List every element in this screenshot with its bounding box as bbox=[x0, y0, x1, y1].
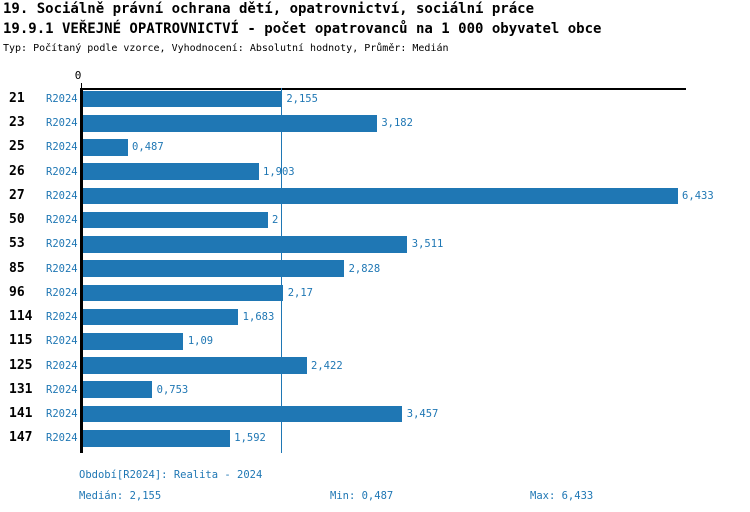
row-category-label: 125 bbox=[9, 357, 33, 373]
bar bbox=[82, 308, 239, 326]
bar bbox=[82, 357, 307, 374]
bar bbox=[82, 405, 403, 423]
row-category-label: 27 bbox=[9, 187, 25, 203]
min-stat: Min: 0,487 bbox=[330, 490, 394, 502]
bar-value-label: 1,903 bbox=[263, 165, 295, 178]
row-series-label: R2024 bbox=[46, 189, 78, 202]
bar bbox=[82, 211, 268, 229]
row-series-label: R2024 bbox=[46, 311, 78, 324]
period-label: Období[R2024]: Realita - 2024 bbox=[79, 469, 263, 481]
x-axis-tick bbox=[80, 83, 82, 89]
row-series-label: R2024 bbox=[46, 141, 78, 154]
bar-value-label: 2,422 bbox=[311, 359, 343, 372]
chart-top-border bbox=[79, 88, 686, 90]
row-series-label: R2024 bbox=[46, 359, 78, 372]
row-series-label: R2024 bbox=[46, 432, 78, 445]
bar-value-label: 2,155 bbox=[286, 93, 318, 105]
row-category-label: 25 bbox=[9, 139, 25, 155]
row-category-label: 96 bbox=[9, 284, 25, 300]
row-category-label: 53 bbox=[9, 236, 25, 252]
row-series-label: R2024 bbox=[46, 286, 78, 299]
bar bbox=[82, 187, 678, 205]
row-series-label: R2024 bbox=[46, 383, 78, 396]
bar-value-label: 1,592 bbox=[234, 432, 266, 445]
indicator-title: 19.9.1 VEŘEJNÉ OPATROVNICTVÍ - počet opa… bbox=[3, 21, 602, 37]
bar-value-label: 3,457 bbox=[406, 407, 439, 420]
bar-value-label: 2,828 bbox=[348, 262, 381, 275]
max-stat: Max: 6,433 bbox=[530, 490, 594, 502]
row-category-label: 85 bbox=[9, 260, 25, 276]
bar bbox=[82, 236, 408, 253]
bar-value-label: 3,511 bbox=[411, 238, 444, 251]
bar bbox=[82, 139, 128, 156]
bar-value-label: 3,182 bbox=[381, 117, 413, 130]
row-series-label: R2024 bbox=[46, 238, 78, 251]
row-category-label: 114 bbox=[9, 309, 33, 325]
bar bbox=[82, 429, 230, 447]
y-axis-line bbox=[79, 88, 83, 453]
bar bbox=[82, 260, 345, 277]
row-category-label: 21 bbox=[9, 91, 25, 106]
bar-value-label: 6,433 bbox=[682, 189, 714, 202]
row-series-label: R2024 bbox=[46, 93, 78, 105]
bar-value-label: 0,753 bbox=[156, 383, 189, 396]
row-series-label: R2024 bbox=[46, 407, 78, 420]
row-category-label: 131 bbox=[9, 381, 33, 397]
row-category-label: 115 bbox=[9, 333, 33, 349]
row-category-label: 50 bbox=[9, 212, 25, 228]
page-title: 19. Sociálně právní ochrana dětí, opatro… bbox=[3, 1, 535, 17]
row-category-label: 147 bbox=[9, 430, 33, 446]
row-series-label: R2024 bbox=[46, 214, 78, 227]
indicator-subtitle: Typ: Počítaný podle vzorce, Vyhodnocení:… bbox=[3, 43, 449, 54]
bar bbox=[82, 284, 284, 302]
row-series-label: R2024 bbox=[46, 262, 78, 275]
row-series-label: R2024 bbox=[46, 117, 78, 130]
row-category-label: 23 bbox=[9, 115, 25, 131]
bar-value-label: 0,487 bbox=[132, 141, 164, 154]
bar bbox=[82, 114, 377, 132]
bar-value-label: 2 bbox=[272, 214, 279, 227]
bar-value-label: 1,683 bbox=[242, 311, 275, 324]
row-category-label: 141 bbox=[9, 405, 33, 421]
bar-value-label: 1,09 bbox=[187, 335, 214, 348]
bar bbox=[82, 381, 153, 399]
bar bbox=[82, 90, 282, 108]
median-stat: Medián: 2,155 bbox=[79, 490, 162, 502]
row-category-label: 26 bbox=[9, 163, 25, 179]
row-series-label: R2024 bbox=[46, 335, 78, 348]
bar bbox=[82, 333, 184, 350]
row-series-label: R2024 bbox=[46, 165, 78, 178]
bar bbox=[82, 163, 259, 180]
x-axis-zero-label: 0 bbox=[74, 69, 82, 82]
bar-value-label: 2,17 bbox=[287, 286, 314, 299]
